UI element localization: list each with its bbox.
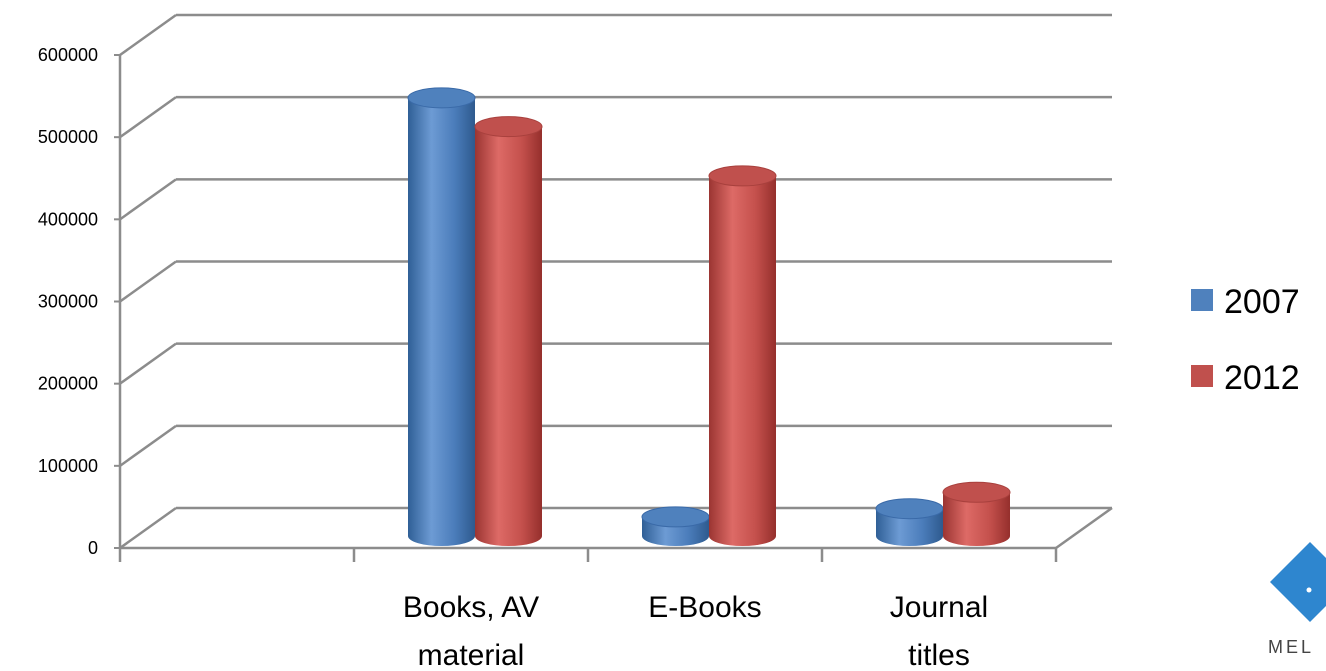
bar-top-2007	[875, 498, 944, 520]
chart-axis-labels: 0 100000 200000 300000 400000 500000 600000 Boo…	[38, 45, 988, 671]
y-tick-label: 200000	[38, 374, 98, 394]
bar-2007	[876, 508, 943, 546]
gridline-side	[119, 13, 177, 57]
bar-top-2012	[474, 116, 543, 138]
floor-right-edge	[1055, 506, 1113, 550]
y-tick-label: 400000	[38, 209, 98, 229]
chart-legend: 2007 2012	[1191, 283, 1300, 397]
y-tick-label: 300000	[38, 292, 98, 312]
legend-label-2007: 2007	[1224, 283, 1300, 321]
legend-swatch-2007	[1191, 289, 1213, 311]
legend-label-2012: 2012	[1224, 359, 1300, 397]
bar-2012	[709, 175, 776, 547]
gridline-side	[119, 342, 177, 385]
y-tick-label: 100000	[38, 456, 98, 476]
x-tick-label: Books, AV	[403, 591, 539, 624]
bar-top-2007	[641, 506, 710, 528]
logo: MEL	[1268, 542, 1326, 657]
x-tick-label: titles	[908, 639, 970, 671]
legend-swatch-2012	[1191, 365, 1213, 387]
x-tick-label: material	[418, 639, 525, 671]
bar-top-2007	[407, 87, 476, 109]
gridline-side	[119, 506, 177, 550]
gridline-side	[119, 260, 177, 303]
bar-2007	[408, 97, 475, 546]
logo-text: MEL	[1268, 637, 1314, 657]
x-tick-label: E-Books	[648, 591, 761, 624]
bar-top-2012	[942, 481, 1011, 503]
bar-2012	[475, 126, 542, 546]
gridline-side	[119, 424, 177, 467]
x-tick-label: Journal	[890, 591, 988, 624]
y-tick-label: 0	[88, 538, 98, 558]
y-tick-label: 500000	[38, 127, 98, 147]
bar-top-2012	[708, 165, 777, 187]
gridline-side	[119, 96, 177, 139]
chart-bars	[407, 87, 1011, 547]
gridline-side	[119, 178, 177, 221]
logo-dot-icon	[1306, 587, 1312, 593]
logo-diamond-shade	[1270, 542, 1326, 622]
chart-walls	[114, 13, 1113, 562]
bar-2012	[943, 492, 1010, 546]
y-tick-label: 600000	[38, 45, 98, 65]
